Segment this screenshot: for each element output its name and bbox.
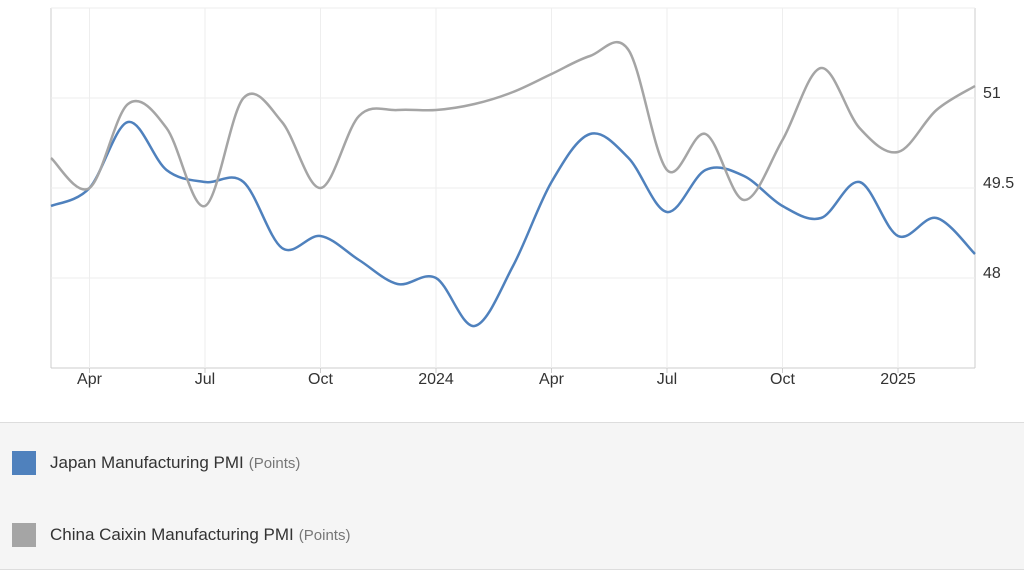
legend-label: Japan Manufacturing PMI (50, 453, 244, 472)
y-tick-label: 51 (983, 85, 1001, 102)
x-tick-label: 2025 (880, 371, 916, 388)
legend-entry: China Caixin Manufacturing PMI (Points) (12, 523, 350, 547)
chart: Apr Jul Oct 2024 Apr Jul Oct 2025 48 49.5 51 (50, 7, 1014, 388)
y-tick-label: 49.5 (983, 175, 1014, 192)
legend-swatch (12, 451, 36, 475)
x-tick-label: Apr (77, 371, 103, 388)
legend-swatch (12, 523, 36, 547)
y-tick-label: 48 (983, 265, 1001, 282)
legend-unit: (Points) (248, 454, 301, 472)
x-tick-label: 2024 (418, 371, 454, 388)
x-tick-label: Oct (770, 371, 795, 388)
x-tick-label: Jul (657, 371, 677, 388)
legend: Japan Manufacturing PMI (Points) China Cai… (0, 422, 1024, 570)
series-line (50, 41, 976, 208)
legend-label: China Caixin Manufacturing PMI (50, 525, 294, 544)
series-line (50, 120, 976, 328)
legend-unit: (Points) (298, 526, 351, 544)
x-tick-label: Jul (195, 371, 215, 388)
x-tick-label: Apr (539, 371, 565, 388)
legend-entry: Japan Manufacturing PMI (Points) (12, 451, 300, 475)
x-tick-label: Oct (308, 371, 333, 388)
